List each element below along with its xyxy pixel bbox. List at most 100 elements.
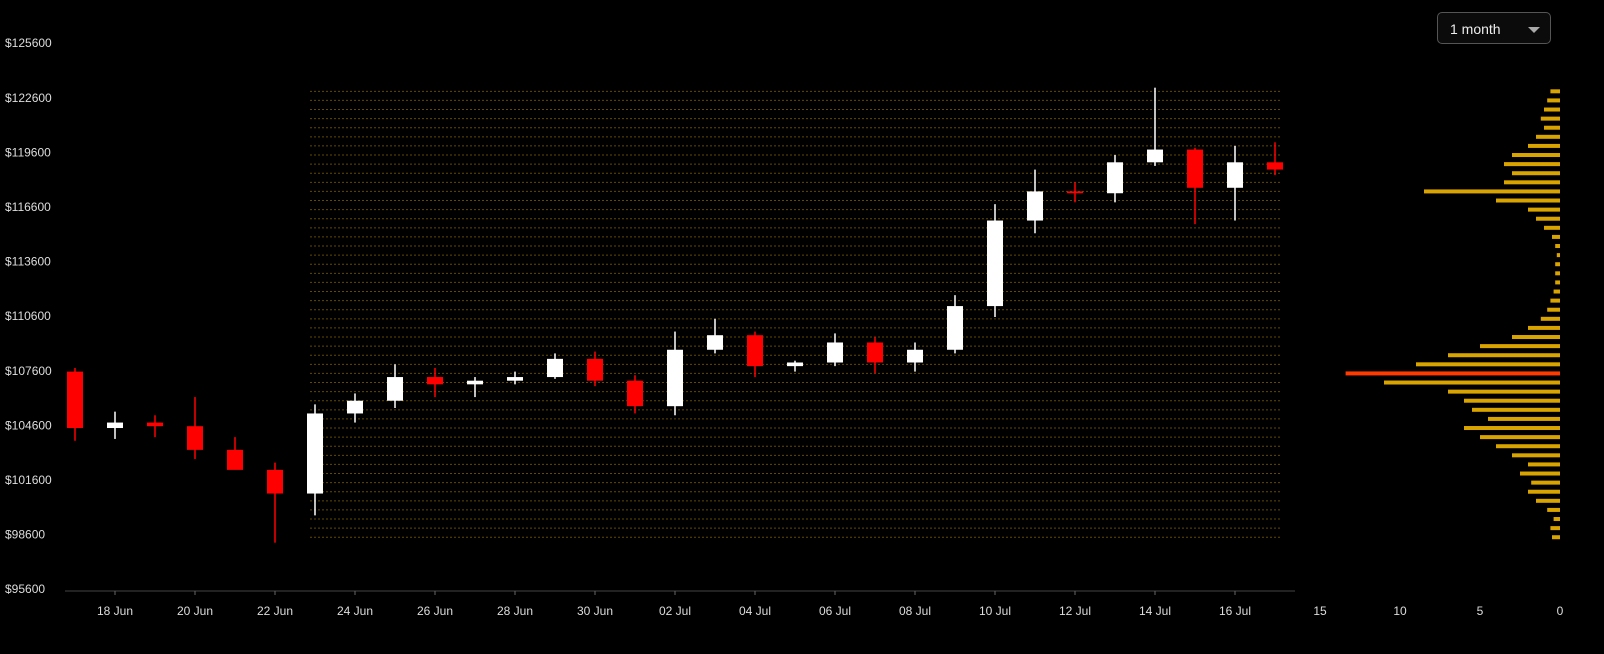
profile-bar [1555, 280, 1560, 285]
y-tick-label: $107600 [5, 364, 52, 378]
x-tick-label: 28 Jun [497, 604, 533, 618]
x-tick-label: 08 Jul [899, 604, 931, 618]
candle-body [1027, 191, 1043, 221]
x-tick-label: 06 Jul [819, 604, 851, 618]
profile-bar [1536, 134, 1560, 139]
profile-bar [1547, 98, 1560, 103]
profile-bar [1448, 353, 1560, 358]
y-tick-label: $95600 [5, 582, 45, 596]
x-tick-label: 18 Jun [97, 604, 133, 618]
candle-body [587, 358, 603, 381]
profile-bar [1528, 143, 1560, 148]
candle-body [1067, 191, 1083, 194]
profile-bar [1480, 435, 1560, 440]
profile-bar [1550, 89, 1560, 94]
profile-tick-label: 0 [1557, 604, 1564, 618]
profile-bar [1544, 125, 1560, 130]
y-tick-label: $98600 [5, 528, 45, 542]
range-dropdown[interactable]: 1 month [1437, 12, 1551, 44]
profile-bar [1553, 289, 1560, 294]
profile-bar [1531, 480, 1560, 485]
profile-tick-label: 15 [1313, 604, 1327, 618]
candle-body [67, 371, 83, 429]
profile-bar [1552, 535, 1560, 540]
profile-bar [1488, 416, 1560, 421]
profile-bar [1512, 153, 1560, 158]
profile-bar [1555, 271, 1560, 276]
profile-bar [1520, 471, 1560, 476]
profile-bar [1512, 335, 1560, 340]
profile-bar [1540, 116, 1560, 121]
profile-bar [1464, 398, 1560, 403]
profile-bar [1512, 453, 1560, 458]
candle-body [867, 342, 883, 363]
candle-body [507, 377, 523, 381]
profile-bar [1496, 444, 1560, 449]
candle-body [1187, 149, 1203, 188]
profile-bar [1556, 253, 1560, 258]
profile-bar [1504, 180, 1560, 185]
x-tick-label: 30 Jun [577, 604, 613, 618]
x-tick-label: 12 Jul [1059, 604, 1091, 618]
x-tick-label: 10 Jul [979, 604, 1011, 618]
profile-bar [1512, 171, 1560, 176]
candle-body [107, 422, 123, 429]
candle-body [907, 349, 923, 363]
x-tick-label: 02 Jul [659, 604, 691, 618]
profile-bar [1424, 189, 1560, 194]
profile-bar [1528, 462, 1560, 467]
candle-body [1107, 162, 1123, 194]
profile-bar [1472, 407, 1560, 412]
profile-bar [1536, 216, 1560, 221]
profile-bar [1496, 198, 1560, 203]
y-tick-label: $119600 [5, 145, 51, 159]
profile-bar [1384, 380, 1560, 385]
profile-bar [1528, 489, 1560, 494]
candle-body [267, 469, 283, 494]
profile-bar [1528, 207, 1560, 212]
candle-body [227, 449, 243, 470]
candle-body [667, 349, 683, 407]
y-tick-label: $113600 [5, 255, 51, 269]
candle-body [347, 400, 363, 414]
candle-body [787, 362, 803, 367]
candle-body [427, 377, 443, 385]
candle-body [467, 380, 483, 385]
profile-bar [1536, 498, 1560, 503]
y-tick-label: $110600 [5, 309, 51, 323]
candle-body [147, 422, 163, 427]
profile-bar [1345, 371, 1560, 376]
x-tick-label: 26 Jun [417, 604, 453, 618]
y-tick-label: $122600 [5, 91, 52, 105]
profile-bar [1547, 507, 1560, 512]
x-tick-label: 14 Jul [1139, 604, 1171, 618]
candle-body [747, 335, 763, 367]
profile-tick-label: 5 [1477, 604, 1484, 618]
candle-body [627, 380, 643, 407]
profile-bar [1540, 316, 1560, 321]
y-tick-label: $125600 [5, 36, 52, 50]
candle-body [987, 220, 1003, 307]
candle-body [947, 306, 963, 350]
candle-body [547, 358, 563, 378]
candle-body [187, 426, 203, 450]
profile-bar [1416, 362, 1560, 367]
candle-body [1227, 162, 1243, 188]
x-tick-label: 20 Jun [177, 604, 213, 618]
profile-bar [1480, 344, 1560, 349]
profile-bar [1528, 325, 1560, 330]
profile-bar [1544, 107, 1560, 112]
x-tick-label: 16 Jul [1219, 604, 1251, 618]
x-tick-label: 22 Jun [257, 604, 293, 618]
profile-bar [1555, 244, 1560, 249]
x-tick-label: 24 Jun [337, 604, 373, 618]
profile-bar [1550, 526, 1560, 531]
profile-bar [1547, 307, 1560, 312]
candle-body [1147, 149, 1163, 163]
y-tick-label: $101600 [5, 473, 52, 487]
candle-body [827, 342, 843, 363]
x-tick-label: 04 Jul [739, 604, 771, 618]
profile-tick-label: 10 [1393, 604, 1407, 618]
